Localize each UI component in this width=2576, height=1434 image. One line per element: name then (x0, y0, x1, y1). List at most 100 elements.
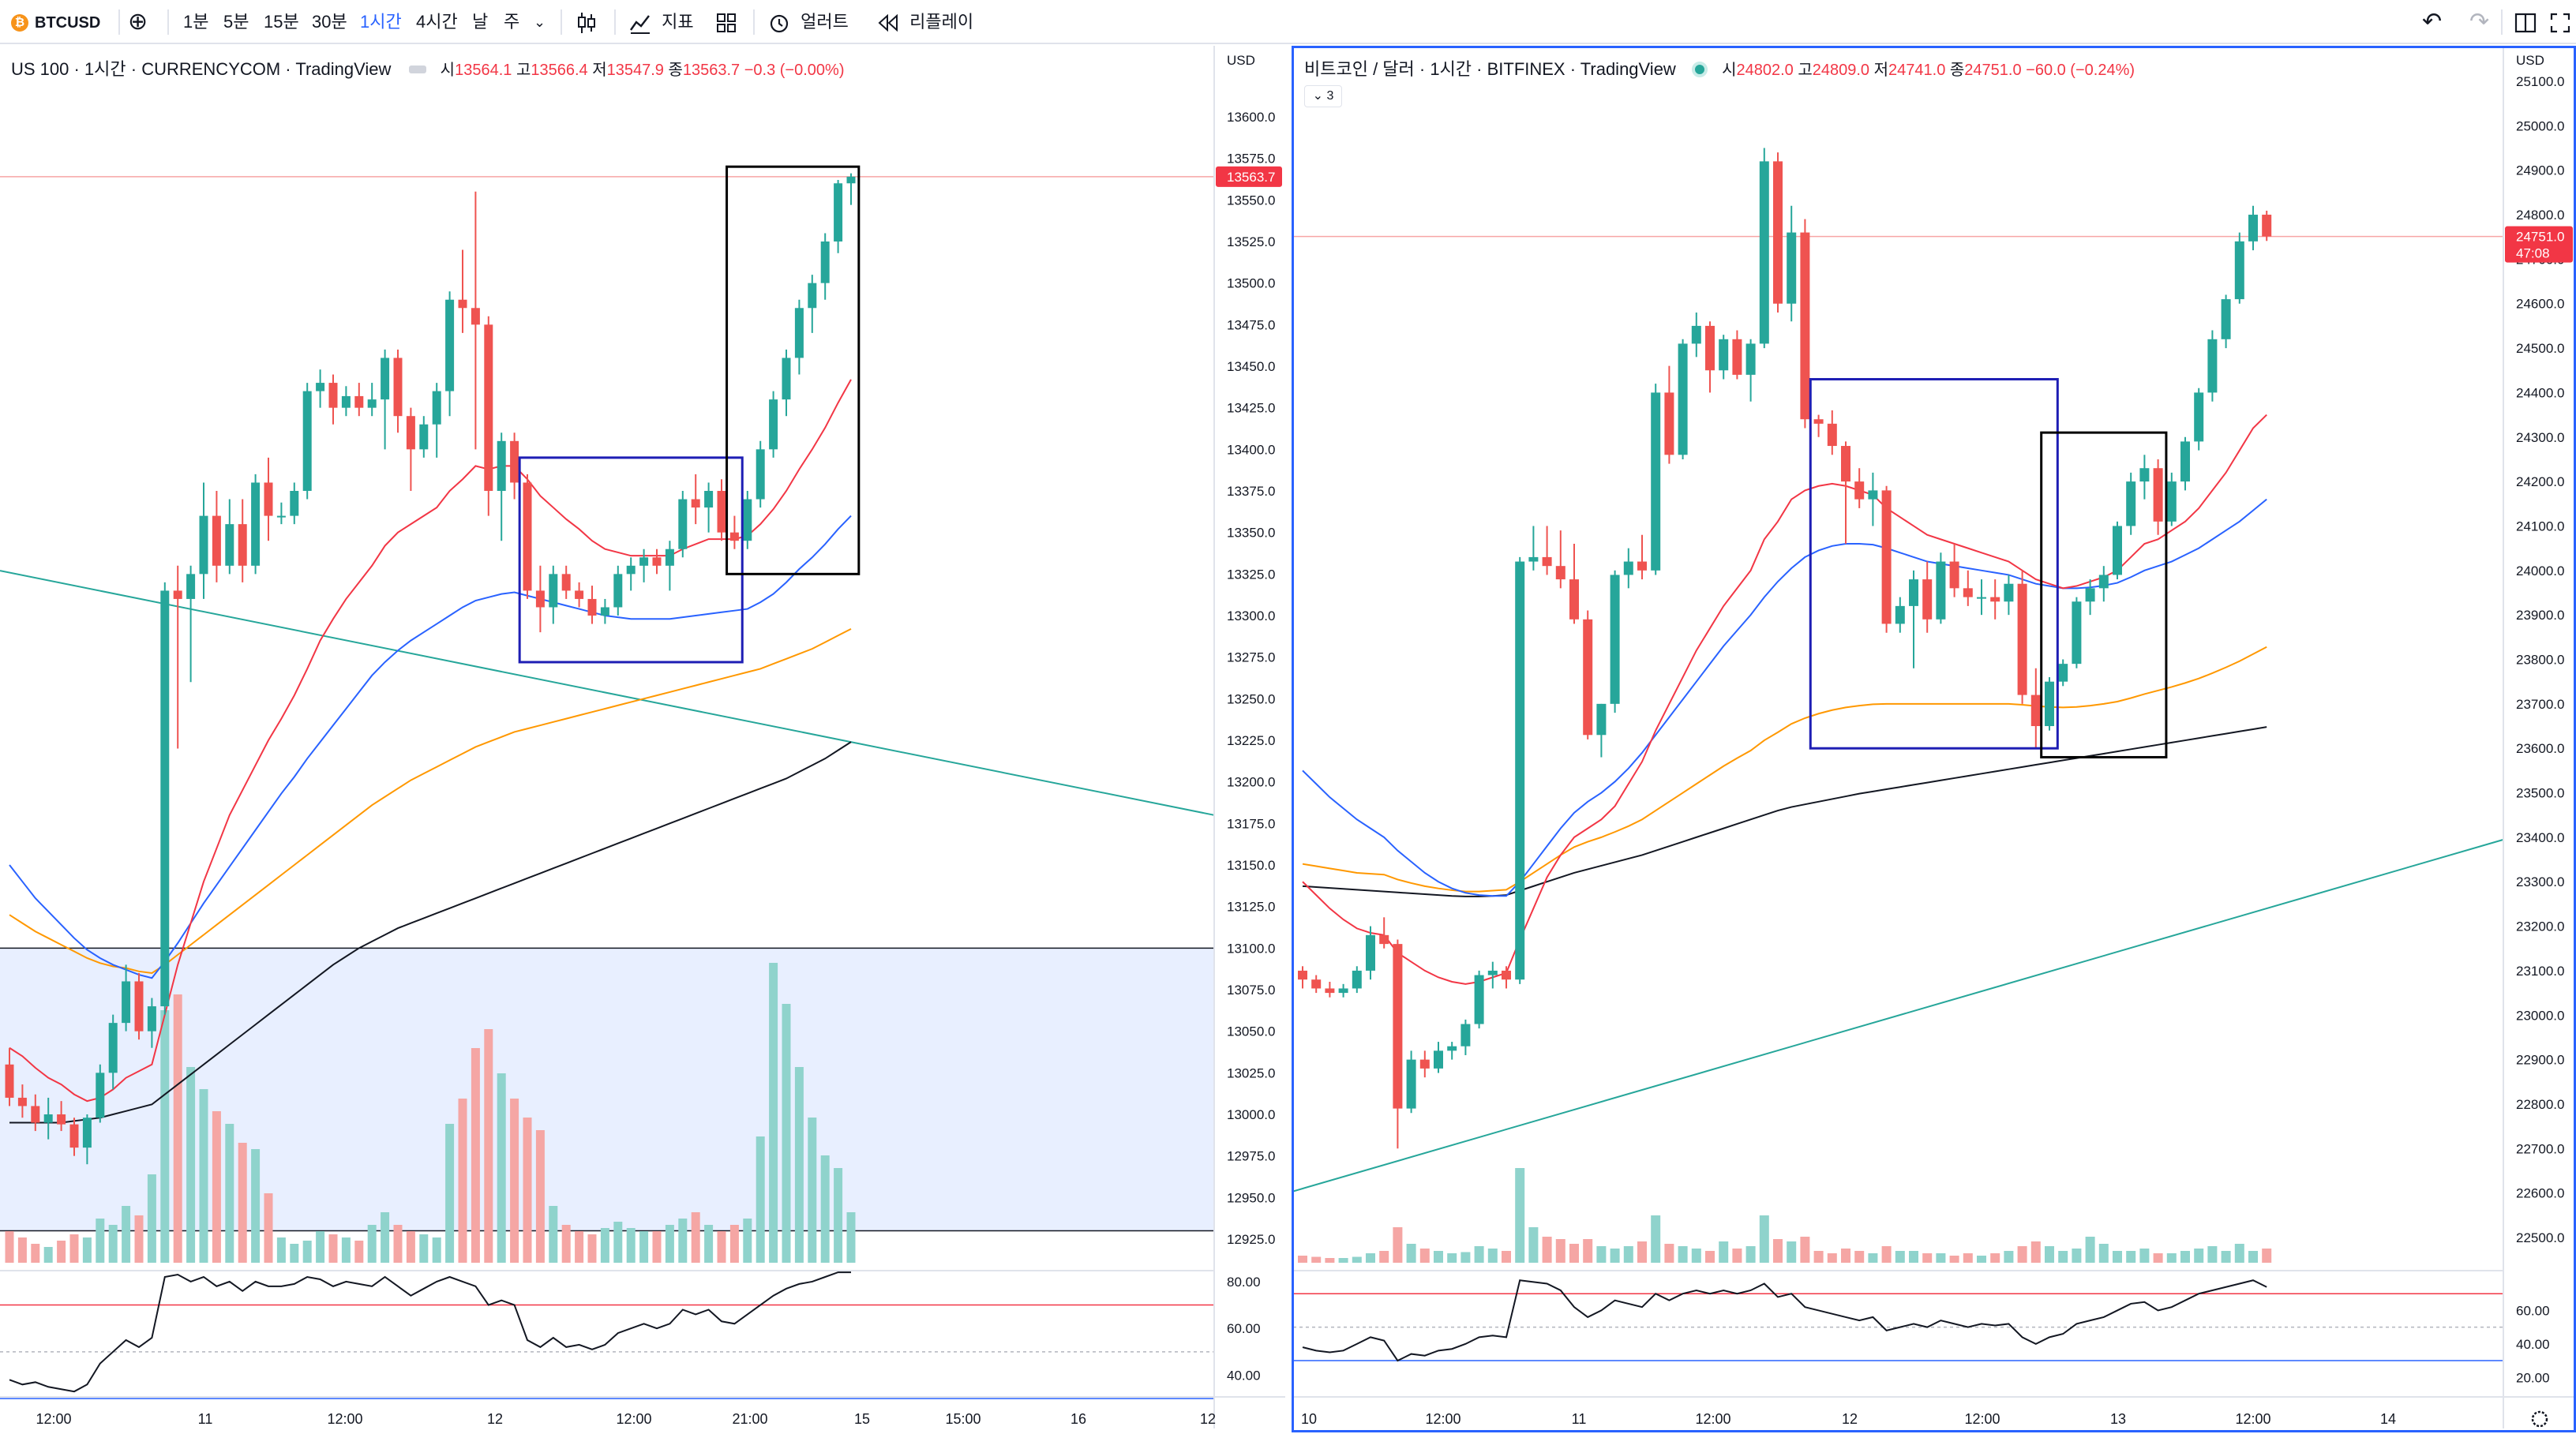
volume-bar (406, 1231, 415, 1263)
volume-bar (1895, 1251, 1905, 1263)
gear-icon (2531, 1410, 2548, 1428)
volume-bar (419, 1234, 429, 1263)
candle-body (808, 283, 817, 309)
indicators-collapse-button[interactable]: ⌄ 3 (1304, 85, 1342, 107)
interval-15m[interactable]: 15분 (264, 12, 299, 32)
price-tick: 24200.0 (2516, 474, 2564, 489)
ema200-line (9, 741, 852, 1124)
price-tick: 13600.0 (1227, 110, 1275, 125)
toolbar-divider (118, 9, 120, 35)
redo-icon[interactable]: ↷ (2469, 9, 2490, 35)
price-tick: 13550.0 (1227, 193, 1275, 208)
price-tick: 24400.0 (2516, 385, 2564, 400)
volume-bar (393, 1225, 403, 1263)
indicators-button[interactable]: 지표 (628, 0, 694, 44)
fullscreen-button[interactable] (2548, 0, 2572, 44)
last-price-label: 24751.0 (2516, 230, 2564, 245)
volume-bar (212, 1111, 221, 1263)
left-high-value: 13566.4 (531, 62, 588, 79)
candle-body (1419, 1059, 1430, 1069)
volume-bar (96, 1219, 105, 1263)
volume-bar (756, 1136, 765, 1263)
symbol-search-button[interactable]: ₿ BTCUSD (11, 0, 100, 44)
candle-body (1366, 934, 1375, 971)
volume-bar (1936, 1253, 1946, 1263)
left-yaxis[interactable]: USD 13600.0 13575.0 13550.0 13525.0 13500.0 13… (1213, 46, 1285, 1428)
right-xaxis[interactable]: 10 12:00 11 12:00 12 12:00 13 12:00 14 (1293, 1396, 2576, 1428)
volume-bar (2262, 1249, 2272, 1263)
volume-bar (2221, 1251, 2231, 1263)
right-candles-layer (1298, 148, 2272, 1149)
left-xaxis[interactable]: 12:00 11 12:00 12 12:00 21:00 15 15:00 16 12 (0, 1396, 1285, 1427)
candle-body (2058, 664, 2068, 682)
layout-button[interactable] (2514, 0, 2537, 44)
symbol-label: BTCUSD (35, 14, 101, 32)
volume-bar (302, 1241, 312, 1263)
volume-bar (341, 1237, 351, 1263)
candle-body (1936, 561, 1946, 620)
right-ema-layer (1302, 414, 2267, 985)
volume-bar (1651, 1215, 1661, 1263)
interval-4h[interactable]: 4시간 (416, 12, 458, 32)
currency-label: USD (1227, 53, 1255, 68)
candle-body (2126, 481, 2136, 526)
right-change-value: −60.0 (−0.24%) (2026, 62, 2135, 79)
right-chart-pane[interactable]: USD25100.025000.024900.024800.024700.024… (1293, 46, 2576, 1434)
volume-bar (587, 1234, 597, 1263)
interval-1m[interactable]: 1분 (183, 12, 209, 32)
candle-body (1841, 446, 1850, 482)
price-tick: 13375.0 (1227, 484, 1275, 499)
candle-body (1434, 1050, 1443, 1069)
candle-body (2113, 526, 2122, 575)
chevron-down-icon[interactable]: ⌄ (534, 14, 546, 30)
left-volume-layer (5, 963, 856, 1263)
interval-30m[interactable]: 30분 (312, 12, 347, 32)
price-tick: 13050.0 (1227, 1024, 1275, 1039)
interval-day[interactable]: 날 (472, 12, 489, 32)
volume-bar (769, 963, 778, 1263)
right-legend-title[interactable]: 비트코인 / 달러 · 1시간 · BITFINEX · TradingView (1304, 59, 1676, 79)
candle-body (2166, 481, 2177, 522)
volume-bar (704, 1225, 714, 1263)
left-chart-pane[interactable]: USD 13600.0 13575.0 13550.0 13525.0 13500.0 13… (0, 46, 1285, 1434)
eye-icon[interactable] (408, 65, 426, 73)
price-tick: 13400.0 (1227, 442, 1275, 457)
candle-body (1990, 597, 2000, 602)
candle-body (199, 515, 208, 575)
ema100-line (1302, 646, 2267, 893)
candle-body (1868, 490, 1878, 500)
candle-body (328, 383, 338, 408)
replay-button[interactable]: 리플레이 (876, 0, 973, 44)
candle-body (820, 241, 830, 283)
left-high-label: 고 (516, 62, 531, 79)
price-tick: 13275.0 (1227, 650, 1275, 665)
price-tick: 23500.0 (2516, 786, 2564, 801)
left-open-value: 13564.1 (455, 62, 512, 79)
candle-body (1610, 575, 1620, 704)
undo-icon[interactable]: ↶ (2422, 9, 2443, 35)
candle-body (717, 491, 726, 533)
interval-1h[interactable]: 1시간 (360, 12, 402, 32)
volume-bar (1813, 1251, 1824, 1263)
candle-body (1393, 944, 1403, 1109)
chart-type-button[interactable] (576, 0, 597, 44)
candle-body (1787, 232, 1797, 304)
volume-bar (600, 1228, 609, 1263)
interval-week[interactable]: 주 (504, 12, 520, 32)
pane-separator[interactable] (1285, 46, 1293, 1434)
volume-bar (225, 1124, 234, 1263)
layout-templates-button[interactable] (715, 0, 737, 44)
interval-5m[interactable]: 5분 (223, 12, 249, 32)
right-yaxis[interactable]: USD25100.025000.024900.024800.024700.024… (2503, 46, 2576, 1428)
candle-body (626, 565, 636, 575)
alert-button[interactable]: 얼러트 (767, 0, 849, 44)
market-status-icon (1691, 62, 1708, 78)
add-symbol-icon[interactable]: ⊕ (128, 9, 148, 35)
candle-body (238, 524, 247, 566)
candle-body (794, 308, 804, 358)
candle-body (782, 358, 791, 400)
left-legend-title[interactable]: US 100 · 1시간 · CURRENCYCOM · TradingView (11, 59, 392, 79)
ema20-line (9, 379, 852, 1103)
candle-body (1623, 561, 1633, 575)
volume-bar (1419, 1249, 1430, 1263)
